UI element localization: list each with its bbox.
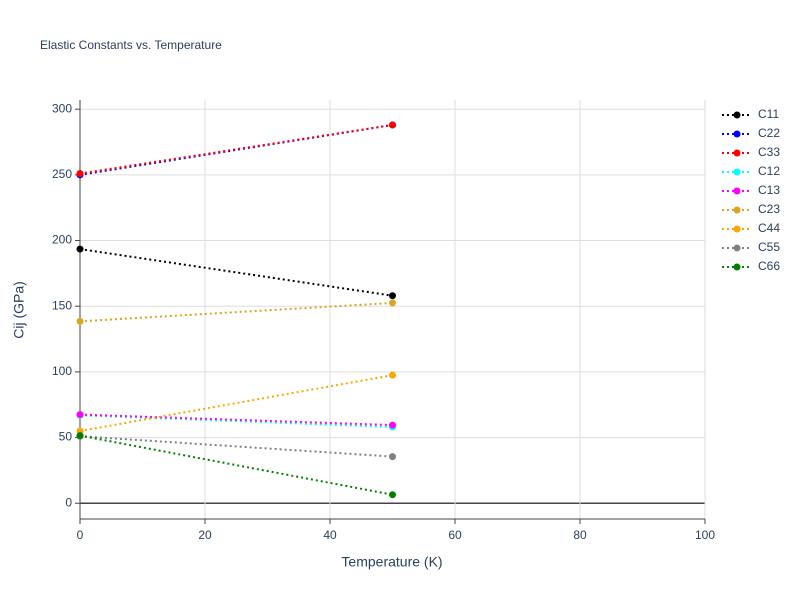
series-line [79, 414, 393, 429]
y-tick-label: 250 [52, 167, 72, 181]
data-point [389, 491, 396, 499]
series-line [79, 413, 393, 427]
legend-marker [733, 149, 741, 157]
legend-label: C23 [758, 202, 780, 216]
data-point [389, 453, 396, 461]
legend-label: C12 [758, 164, 780, 178]
data-point [76, 170, 84, 178]
y-tick-label: 150 [52, 298, 72, 312]
series-line [79, 248, 393, 297]
y-tick-label: 100 [52, 364, 72, 378]
data-point [76, 317, 84, 325]
x-tick-label: 40 [323, 528, 337, 542]
x-tick-label: 100 [695, 528, 715, 542]
legend-marker [733, 244, 741, 252]
series-line [79, 434, 393, 496]
x-tick-label: 0 [77, 528, 84, 542]
legend-label: C44 [758, 221, 780, 235]
y-tick-label: 300 [52, 101, 72, 115]
y-tick-label: 0 [65, 495, 72, 509]
legend-label: C22 [758, 126, 780, 140]
chart-title: Elastic Constants vs. Temperature [40, 38, 222, 52]
series-line [79, 301, 393, 323]
data-point [76, 411, 84, 419]
x-tick-label: 60 [448, 528, 462, 542]
data-point [389, 299, 396, 307]
y-tick-label: 200 [52, 233, 72, 247]
legend-marker [733, 130, 741, 138]
series-line [79, 123, 393, 175]
data-point [389, 292, 396, 300]
data-point [76, 245, 84, 253]
y-tick-label: 50 [59, 430, 73, 444]
data-point [389, 121, 396, 129]
legend-marker [733, 225, 741, 233]
data-point [76, 432, 84, 440]
x-tick-label: 20 [198, 528, 212, 542]
x-axis-title: Temperature (K) [341, 554, 442, 570]
legend-label: C55 [758, 240, 780, 254]
series-line [79, 435, 393, 458]
x-tick-label: 80 [573, 528, 587, 542]
legend-label: C13 [758, 183, 780, 197]
legend-marker [733, 263, 741, 271]
legend-label: C33 [758, 145, 780, 159]
series-line [79, 123, 393, 176]
y-axis-title: Cij (GPa) [11, 281, 27, 339]
legend-marker [733, 111, 741, 119]
data-point [389, 371, 396, 379]
legend-marker [733, 187, 741, 195]
legend-marker [733, 168, 741, 176]
legend-marker [733, 206, 741, 214]
legend-label: C66 [758, 259, 780, 273]
legend-label: C11 [758, 107, 779, 121]
data-point [389, 421, 396, 429]
